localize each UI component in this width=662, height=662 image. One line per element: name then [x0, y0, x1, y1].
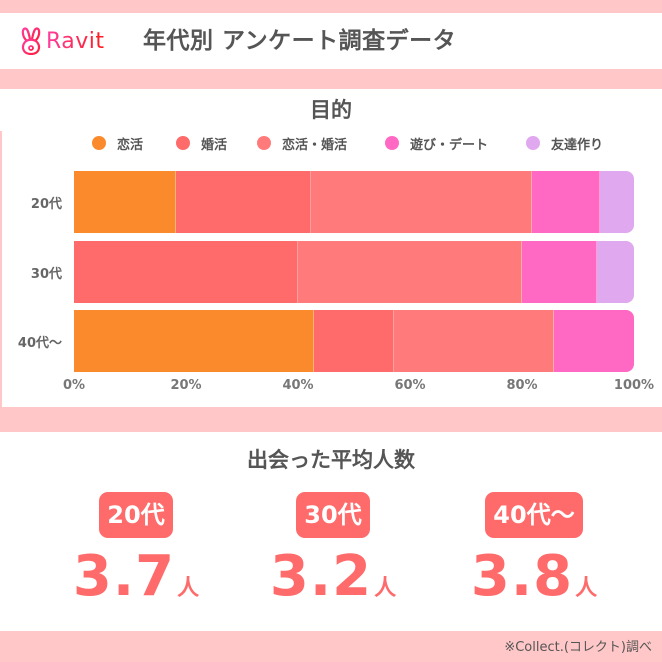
- stat-unit: 人: [374, 576, 397, 601]
- bar-segment: [600, 171, 635, 233]
- bar-row: [73, 240, 635, 303]
- y-axis-label: 40代〜: [17, 336, 62, 351]
- legend-label: 婚活: [201, 137, 228, 153]
- bar-segment: [73, 171, 176, 233]
- legend-label: 恋活・婚活: [282, 137, 348, 153]
- legend-dot-icon: [257, 136, 271, 150]
- legend-dot-icon: [176, 136, 190, 150]
- y-axis-label: 30代: [30, 267, 62, 282]
- header: Ravit 年代別 アンケート調査データ: [0, 13, 662, 69]
- stat-unit: 人: [177, 576, 200, 601]
- x-tick: 80%: [506, 378, 538, 393]
- x-tick: 60%: [394, 378, 426, 393]
- logo-text: Ravit: [46, 28, 105, 54]
- stat-value: 3.8: [470, 544, 574, 609]
- bar-row: [73, 171, 635, 233]
- stat-30s: 30代 3.2人: [243, 492, 423, 607]
- legend-item: 恋活・婚活: [257, 134, 348, 153]
- legend-label: 遊び・デート: [410, 137, 489, 153]
- bar-segment: [311, 171, 533, 233]
- stat-20s: 20代 3.7人: [46, 492, 226, 607]
- x-tick: 40%: [282, 378, 314, 393]
- legend-item: 恋活: [92, 134, 144, 153]
- bar-segment: [522, 240, 597, 303]
- rabbit-icon: [21, 27, 41, 55]
- page-title: 年代別 アンケート調査データ: [143, 28, 457, 54]
- bar-segment: [394, 310, 555, 372]
- age-badge: 30代: [296, 492, 370, 538]
- stat-value: 3.2: [269, 544, 373, 609]
- x-tick: 100%: [613, 378, 655, 393]
- bar-row: [73, 310, 635, 372]
- bar-segment: [554, 310, 635, 372]
- footer-band: [0, 631, 662, 662]
- source-note: ※Collect.(コレクト)調べ: [504, 640, 652, 655]
- divider-band: [0, 407, 662, 432]
- legend-item: 婚活: [176, 134, 228, 153]
- chart-title: 目的: [310, 98, 352, 122]
- top-band: [0, 0, 662, 13]
- legend-label: 友達作り: [551, 137, 604, 153]
- legend: 恋活 婚活 恋活・婚活 遊び・デート 友達作り: [0, 134, 662, 153]
- stats-title: 出会った平均人数: [247, 448, 415, 472]
- legend-item: 遊び・デート: [385, 134, 489, 153]
- age-badge: 40代〜: [485, 492, 583, 538]
- stat-unit: 人: [575, 576, 598, 601]
- legend-dot-icon: [92, 136, 106, 150]
- bar-segment: [297, 240, 523, 303]
- bar-segment: [313, 310, 395, 372]
- stat-40s: 40代〜 3.8人: [444, 492, 624, 607]
- stat-value: 3.7: [72, 544, 176, 609]
- divider-band: [0, 69, 662, 89]
- bar-segment: [532, 171, 601, 233]
- legend-label: 恋活: [117, 137, 144, 153]
- bar-segment: [73, 310, 314, 372]
- legend-dot-icon: [385, 136, 399, 150]
- age-badge: 20代: [99, 492, 173, 538]
- section-border: [0, 131, 2, 407]
- legend-dot-icon: [526, 136, 540, 150]
- bar-segment: [73, 240, 298, 303]
- y-axis-label: 20代: [30, 197, 62, 212]
- logo: Ravit: [20, 26, 105, 56]
- x-tick: 0%: [62, 378, 86, 393]
- bar-segment: [175, 171, 312, 233]
- legend-item: 友達作り: [526, 134, 604, 153]
- x-tick: 20%: [170, 378, 202, 393]
- bar-segment: [596, 240, 635, 303]
